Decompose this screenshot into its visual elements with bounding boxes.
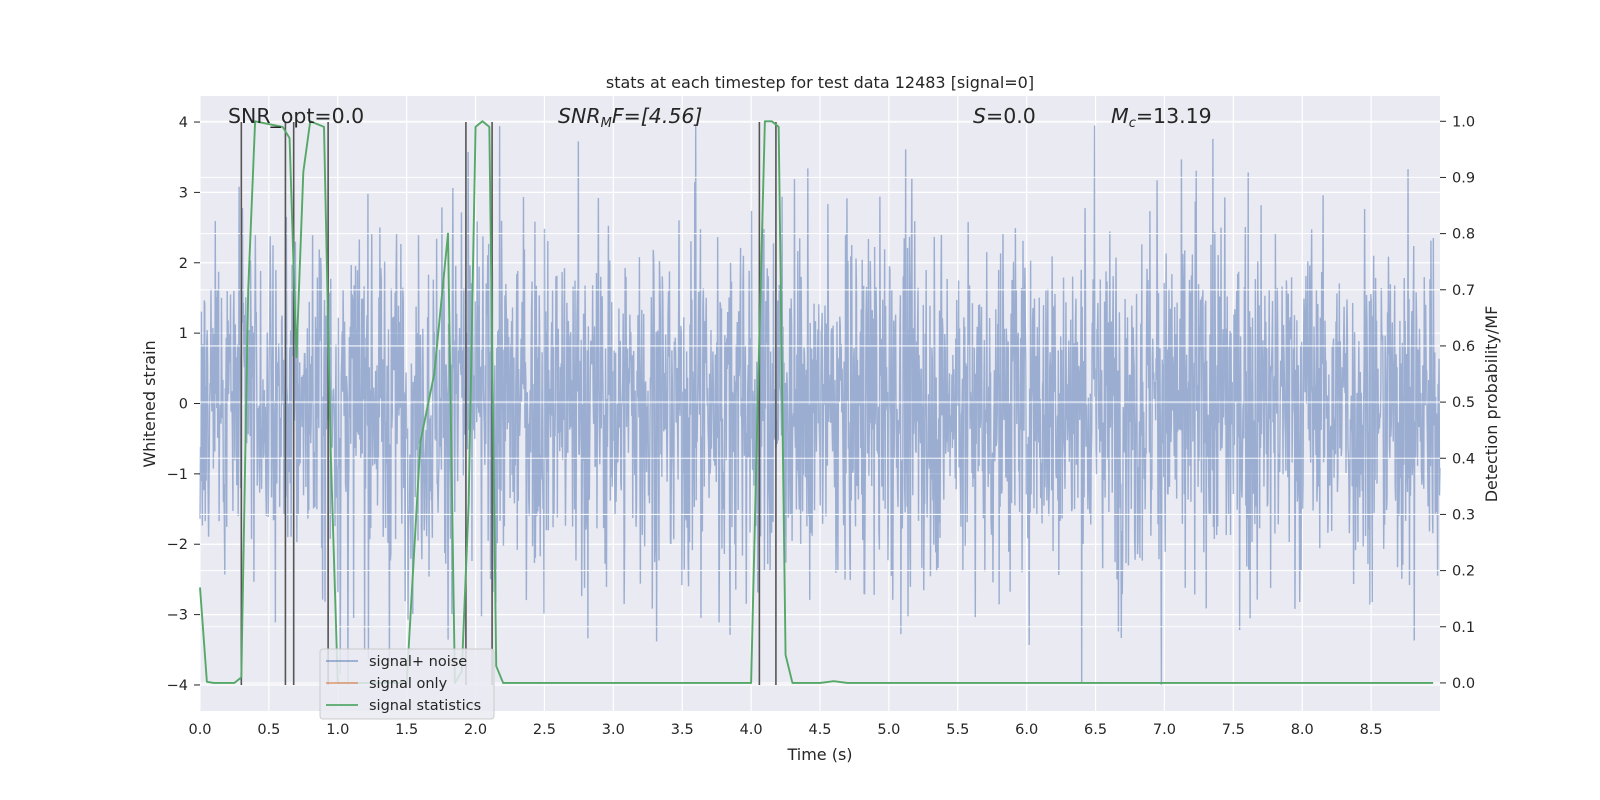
left-y-tick-label: −3 [167, 608, 188, 624]
chart-title: stats at each timestep for test data 124… [606, 73, 1034, 92]
x-tick-label: 0.0 [188, 722, 211, 738]
left-y-tick-label: −4 [167, 678, 188, 694]
left-y-tick-label: 4 [179, 115, 188, 131]
annotation-snr-mf-name: SNR [558, 104, 601, 128]
right-y-tick-label: 0.9 [1452, 170, 1475, 186]
right-y-tick-labels: 1.0 0.9 0.8 0.7 0.6 0.5 0.4 0.3 0.2 0.1 0.0 [1440, 114, 1475, 692]
annotation-snr-opt: SNR_opt=0.0 [228, 104, 364, 129]
left-y-tick-label: 1 [179, 326, 188, 342]
x-tick-label: 8.5 [1360, 722, 1383, 738]
left-y-tick-label: 0 [179, 397, 188, 413]
x-tick-label: 2.5 [533, 722, 556, 738]
right-y-tick-label: 1.0 [1452, 114, 1475, 130]
annotation-mc-sub: c [1129, 116, 1136, 131]
annotation-snr-mf-sub: M [601, 116, 612, 131]
right-y-tick-label: 0.1 [1452, 620, 1475, 636]
left-y-tick-label: 3 [179, 185, 188, 201]
left-y-tick-labels: 4 3 2 1 0 −1 −2 −3 −4 [167, 115, 200, 694]
x-tick-label: 5.0 [877, 722, 900, 738]
x-axis-label: Time (s) [786, 745, 852, 764]
annotation-mc: Mc=13.19 [1111, 104, 1212, 131]
series-signal-plus-noise [199, 125, 1441, 685]
right-y-tick-label: 0.5 [1452, 395, 1475, 411]
legend-label-signal-plus-noise: signal+ noise [369, 654, 467, 670]
signal-statistics-line [199, 120, 1434, 684]
signal-plus-noise-line [199, 125, 1441, 685]
right-y-tick-label: 0.6 [1452, 339, 1475, 355]
annotation-snr-mf: SNRMF=[4.56] [558, 104, 702, 131]
x-tick-label: 2.0 [464, 722, 487, 738]
legend-label-signal-only: signal only [369, 676, 448, 692]
legend-label-signal-statistics: signal statistics [369, 698, 481, 714]
left-y-tick-label: 2 [179, 256, 188, 272]
right-y-tick-label: 0.0 [1452, 676, 1475, 692]
x-tick-label: 5.5 [946, 722, 969, 738]
x-tick-label: 8.0 [1291, 722, 1314, 738]
right-y-tick-label: 0.2 [1452, 564, 1475, 580]
legend: signal+ noise signal only signal statist… [319, 648, 495, 720]
annotation-s-name: S [973, 104, 986, 128]
x-tick-label: 3.5 [671, 722, 694, 738]
right-y-tick-label: 0.7 [1452, 283, 1475, 299]
x-tick-labels: 0.0 0.5 1.0 1.5 2.0 2.5 3.0 3.5 4.0 4.5 5.0 5.5 6.0 6… [188, 722, 1382, 738]
series-signal-statistics [199, 120, 1434, 684]
right-y-tick-label: 0.4 [1452, 451, 1475, 467]
annotation-s-value: =0.0 [986, 104, 1036, 128]
x-tick-label: 4.5 [808, 722, 831, 738]
right-y-axis-label: Detection probability/MF [1482, 306, 1501, 503]
x-tick-label: 0.5 [257, 722, 280, 738]
annotation-mc-name: M [1111, 104, 1129, 128]
right-y-tick-label: 0.3 [1452, 507, 1475, 523]
x-tick-label: 6.0 [1015, 722, 1038, 738]
left-y-tick-label: −1 [167, 467, 188, 483]
left-y-axis-label: Whitened strain [140, 340, 159, 467]
annotation-s: S=0.0 [973, 104, 1036, 128]
x-tick-label: 1.5 [395, 722, 418, 738]
annotation-mc-value: =13.19 [1136, 104, 1212, 128]
x-tick-label: 6.5 [1084, 722, 1107, 738]
x-tick-label: 3.0 [602, 722, 625, 738]
x-tick-label: 4.0 [740, 722, 763, 738]
x-tick-label: 7.0 [1153, 722, 1176, 738]
legend-box [319, 648, 495, 720]
annotation-snr-mf-tail: F=[4.56] [612, 104, 703, 128]
x-tick-label: 7.5 [1222, 722, 1245, 738]
left-y-tick-label: −2 [167, 537, 188, 553]
x-tick-label: 1.0 [326, 722, 349, 738]
right-y-tick-label: 0.8 [1452, 227, 1475, 243]
